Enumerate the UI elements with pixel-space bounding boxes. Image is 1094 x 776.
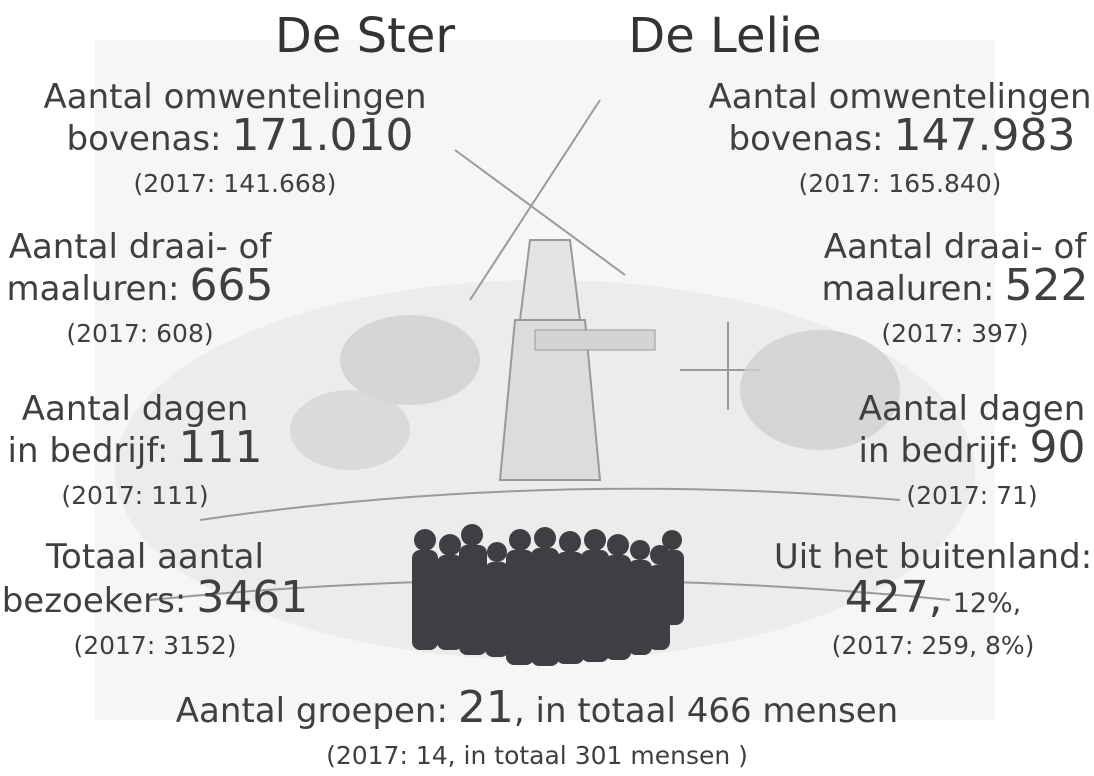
mill-title: De Lelie xyxy=(628,8,821,64)
stat-value: 147.983 xyxy=(894,110,1076,161)
stat-label: maaluren: xyxy=(822,269,995,309)
stat-previous: (2017: 141.668) xyxy=(134,169,337,198)
stat-previous: (2017: 397) xyxy=(881,319,1028,348)
stat-label: bezoekers: xyxy=(2,581,187,621)
stat-value: 665 xyxy=(189,260,273,311)
stat-value: 21 xyxy=(458,682,514,733)
stat-value: 111 xyxy=(178,422,262,473)
stat-previous: (2017: 111) xyxy=(61,481,208,510)
stat-value: 3461 xyxy=(196,572,308,623)
stat-value: 90 xyxy=(1029,422,1085,473)
stat-rest: , in totaal 466 mensen xyxy=(514,691,898,731)
stat-share: 12%, xyxy=(953,588,1022,619)
stat-previous: (2017: 14, in totaal 301 mensen ) xyxy=(326,741,748,770)
stat-previous: (2017: 165.840) xyxy=(799,169,1002,198)
stat-label: Aantal groepen: xyxy=(176,691,448,731)
stat-label: bovenas: xyxy=(729,119,884,159)
stat-previous: (2017: 3152) xyxy=(73,631,236,660)
stat-label: in bedrijf: xyxy=(859,431,1020,471)
stat-label: Totaal aantal xyxy=(45,537,264,577)
stat-label: bovenas: xyxy=(67,119,222,159)
stat-value: 171.010 xyxy=(232,110,414,161)
infographic: De Ster De Lelie Aantal omwentelingen bo… xyxy=(0,0,1094,776)
stat-value: 427, xyxy=(845,572,943,623)
stat-previous: (2017: 259, 8%) xyxy=(832,631,1035,660)
people-silhouettes xyxy=(412,524,684,666)
stat-previous: (2017: 608) xyxy=(66,319,213,348)
stat-label: Uit het buitenland: xyxy=(774,537,1092,577)
stat-label: in bedrijf: xyxy=(8,431,169,471)
stat-label: maaluren: xyxy=(7,269,180,309)
stat-value: 522 xyxy=(1004,260,1088,311)
stat-previous: (2017: 71) xyxy=(906,481,1037,510)
mill-title: De Ster xyxy=(275,8,456,64)
